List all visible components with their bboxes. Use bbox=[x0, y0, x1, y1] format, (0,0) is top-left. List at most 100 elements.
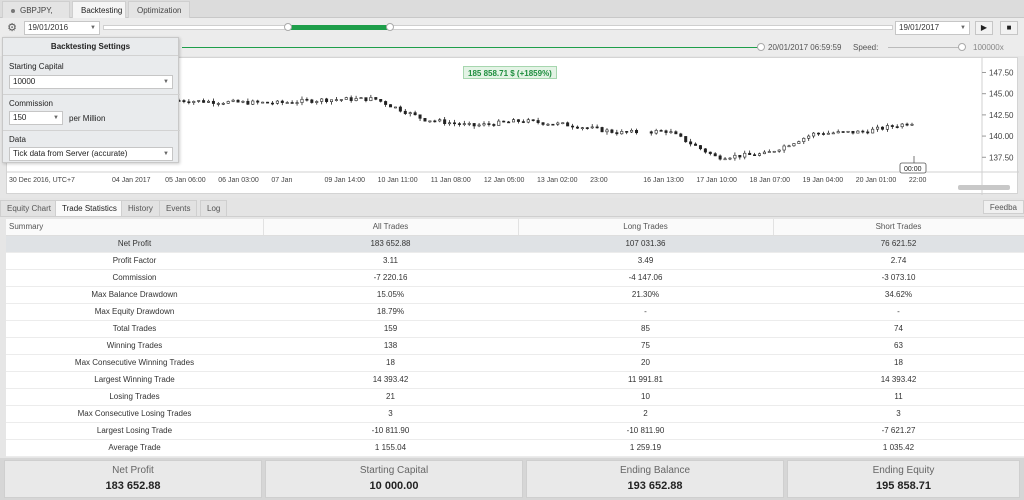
column-all-trades[interactable]: All Trades bbox=[263, 219, 519, 236]
stop-button[interactable]: ■ bbox=[1000, 21, 1018, 35]
candle-body bbox=[374, 97, 378, 100]
tab-trade-statistics[interactable]: Trade Statistics bbox=[55, 200, 124, 216]
candle-body bbox=[890, 125, 894, 127]
x-tick-label: 18 Jan 07:00 bbox=[750, 177, 791, 184]
candle bbox=[733, 152, 737, 161]
tab-optimization[interactable]: Optimization bbox=[128, 1, 190, 18]
x-tick-label: 04 Jan 2017 bbox=[112, 177, 151, 184]
speed-handle[interactable] bbox=[958, 43, 966, 51]
candle bbox=[182, 99, 186, 104]
candle-body bbox=[546, 123, 550, 126]
candle-body bbox=[605, 129, 609, 133]
end-date-picker[interactable]: 19/01/2017 ▼ bbox=[895, 21, 970, 35]
candle-body bbox=[885, 125, 889, 130]
row-label: Net Profit bbox=[6, 235, 263, 253]
table-row[interactable]: Max Consecutive Winning Trades 18 20 18 bbox=[6, 354, 1024, 372]
tab-history[interactable]: History bbox=[121, 200, 160, 216]
chart-scrollbar[interactable] bbox=[958, 185, 1010, 190]
tab-events[interactable]: Events bbox=[159, 200, 198, 216]
candle bbox=[256, 99, 260, 105]
summary-bar: Net Profit 183 652.88 Starting Capital 1… bbox=[0, 458, 1024, 500]
candle-body bbox=[477, 124, 481, 127]
table-row[interactable]: Commission -7 220.16 -4 147.06 -3 073.10 bbox=[6, 269, 1024, 287]
candle-body bbox=[339, 99, 343, 101]
candle-body bbox=[831, 132, 835, 135]
start-date-picker[interactable]: 19/01/2016 ▼ bbox=[24, 21, 100, 35]
candle-body bbox=[433, 120, 437, 123]
candle-body bbox=[280, 100, 284, 103]
candle bbox=[654, 128, 658, 135]
candle bbox=[403, 108, 407, 116]
short-trades-cell: 3 bbox=[773, 405, 1024, 423]
candle-body bbox=[207, 100, 211, 103]
gear-icon[interactable]: ⚙ bbox=[7, 22, 17, 34]
date-range-slider[interactable] bbox=[103, 25, 893, 30]
candle bbox=[226, 100, 230, 104]
candle-body bbox=[684, 136, 688, 143]
commission-input[interactable]: 150 ▼ bbox=[9, 111, 63, 125]
candle-body bbox=[807, 135, 811, 139]
table-row[interactable]: Net Profit 183 652.88 107 031.36 76 621.52 bbox=[6, 235, 1024, 253]
time-cursor[interactable]: 00:00 bbox=[899, 156, 927, 174]
candle bbox=[600, 126, 604, 133]
tab-log[interactable]: Log bbox=[200, 200, 228, 216]
column-summary[interactable]: Summary bbox=[6, 219, 264, 236]
column-short-trades[interactable]: Short Trades bbox=[773, 219, 1024, 236]
tab-symbol[interactable]: GBPJPY, h1 bbox=[2, 1, 70, 32]
table-row[interactable]: Largest Winning Trade 14 393.42 11 991.81 1… bbox=[6, 371, 1024, 389]
all-trades-cell: 1 155.04 bbox=[263, 439, 518, 457]
candle bbox=[566, 121, 570, 127]
table-row[interactable]: Winning Trades 138 75 63 bbox=[6, 337, 1024, 355]
summary-label: Net Profit bbox=[112, 465, 154, 476]
row-label: Winning Trades bbox=[6, 337, 263, 355]
table-row[interactable]: Largest Losing Trade -10 811.90 -10 811.90… bbox=[6, 422, 1024, 440]
chevron-down-icon: ▼ bbox=[163, 79, 169, 85]
candle-body bbox=[585, 127, 589, 129]
long-trades-cell: 107 031.36 bbox=[518, 235, 773, 253]
candle-body bbox=[472, 123, 476, 127]
progress-handle[interactable] bbox=[757, 43, 765, 51]
candle-body bbox=[330, 99, 334, 102]
table-row[interactable]: Max Equity Drawdown 18.79% - - bbox=[6, 303, 1024, 321]
candle-body bbox=[226, 101, 230, 104]
candle bbox=[876, 124, 880, 132]
candle bbox=[831, 131, 835, 135]
candle-body bbox=[757, 153, 761, 156]
tab-backtesting[interactable]: Backtesting bbox=[72, 1, 126, 18]
range-end-handle[interactable] bbox=[386, 23, 394, 31]
table-row[interactable]: Average Trade 1 155.04 1 259.19 1 035.42 bbox=[6, 439, 1024, 457]
candle bbox=[792, 143, 796, 147]
column-long-trades[interactable]: Long Trades bbox=[518, 219, 774, 236]
candle-body bbox=[369, 97, 373, 101]
candle bbox=[900, 122, 904, 129]
candle bbox=[433, 119, 437, 123]
table-row[interactable]: Losing Trades 21 10 11 bbox=[6, 388, 1024, 406]
candle bbox=[762, 150, 766, 155]
table-row[interactable]: Total Trades 159 85 74 bbox=[6, 320, 1024, 338]
candle-body bbox=[349, 97, 353, 101]
feedback-button[interactable]: Feedba bbox=[982, 200, 1024, 214]
candle-body bbox=[654, 130, 658, 134]
row-label: Max Balance Drawdown bbox=[6, 286, 263, 304]
all-trades-cell: 14 393.42 bbox=[263, 371, 518, 389]
chevron-down-icon: ▼ bbox=[163, 151, 169, 157]
candle-body bbox=[797, 141, 801, 144]
starting-capital-input[interactable]: 10000 ▼ bbox=[9, 75, 173, 89]
play-button[interactable]: ▶ bbox=[975, 21, 993, 35]
y-tick-label: 147.50 bbox=[989, 68, 1014, 77]
long-trades-cell: 75 bbox=[518, 337, 773, 355]
range-start-handle[interactable] bbox=[284, 23, 292, 31]
candle bbox=[502, 120, 506, 123]
symbol-dot-icon bbox=[11, 8, 15, 13]
candle-body bbox=[792, 143, 796, 147]
data-source-select[interactable]: Tick data from Server (accurate) ▼ bbox=[9, 147, 173, 161]
table-row[interactable]: Profit Factor 3.11 3.49 2.74 bbox=[6, 252, 1024, 270]
candle bbox=[856, 130, 860, 134]
table-row[interactable]: Max Balance Drawdown 15.05% 21.30% 34.62% bbox=[6, 286, 1024, 304]
candle-body bbox=[261, 101, 265, 104]
candle bbox=[221, 102, 225, 106]
speed-slider[interactable] bbox=[888, 47, 960, 48]
table-row[interactable]: Max Consecutive Losing Trades 3 2 3 bbox=[6, 405, 1024, 423]
tab-equity-chart[interactable]: Equity Chart bbox=[0, 200, 59, 216]
x-tick-label: 17 Jan 10:00 bbox=[696, 177, 737, 184]
